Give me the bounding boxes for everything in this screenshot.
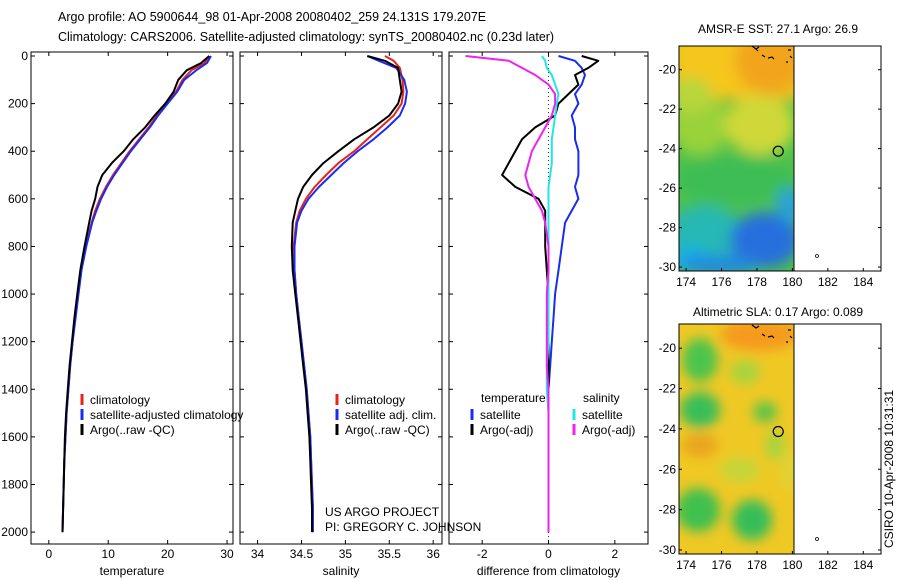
sla-map-ytick-label: -30 (659, 543, 677, 557)
sst-map-frame (678, 45, 882, 272)
sst-map-ytick-label: -22 (659, 102, 677, 116)
footer-timestamp: CSIRO 10-Apr-2008 10:31:31 (882, 390, 896, 548)
salinity-legend-label: climatology (345, 393, 405, 407)
depth-tick-label: 600 (8, 192, 28, 206)
depth-tick-label: 1200 (1, 335, 28, 349)
header-line-1: Argo profile: AO 5900644_98 01-Apr-2008 … (58, 10, 486, 24)
diff-legend-title-temperature: temperature (481, 391, 546, 405)
axes-layer: 0 10 20 30020040060080010001200140016001800… (1, 49, 881, 578)
depth-tick-label: 200 (8, 97, 28, 111)
salinity-series-satellite (293, 55, 408, 533)
salinity-xlabel: salinity (323, 564, 360, 578)
depth-tick-label: 0 (21, 49, 28, 63)
header-line-2: Climatology: CARS2006. Satellite-adjuste… (58, 30, 554, 44)
pi-label: PI: GREGORY C. JOHNSON (325, 520, 481, 534)
diff-legend-title-salinity: salinity (583, 391, 620, 405)
sst-map-ytick-label: -24 (659, 142, 677, 156)
depth-tick-label: 1600 (1, 430, 28, 444)
sst-map-field (679, 46, 794, 271)
diff-legend-label: Argo(-adj) (582, 423, 635, 437)
salinity-xtick-label: 35.5 (378, 547, 402, 561)
sla-map-ytick-label: -28 (659, 503, 677, 517)
sla-map-xtick-label: 178 (747, 558, 767, 572)
sst-map-xtick-label: 182 (818, 275, 838, 289)
sla-map-ytick-label: -24 (659, 422, 677, 436)
sst-map-xtick-label: 178 (747, 275, 767, 289)
sla-map-ytick-label: -22 (659, 382, 677, 396)
salinity-legend-label: Argo(..raw -QC) (345, 423, 430, 437)
temperature-panel (30, 51, 234, 545)
temperature-xtick-label: 0 (45, 547, 52, 561)
depth-tick-label: 1800 (1, 477, 28, 491)
sla-map-xtick-label: 184 (853, 558, 873, 572)
salinity-xtick-label: 35 (339, 547, 353, 561)
temperature-series-climatology (61, 55, 211, 533)
temperature-legend-label: Argo(..raw -QC) (90, 423, 175, 437)
sst-map-title: AMSR-E SST: 27.1 Argo: 26.9 (698, 22, 858, 36)
difference-xtick-label: -2 (477, 547, 488, 561)
sla-map-frame (678, 323, 882, 555)
sla-map-xtick-label: 182 (818, 558, 838, 572)
diff-legend-label: Argo(-adj) (480, 423, 533, 437)
sst-map-xtick-label: 174 (676, 275, 696, 289)
diff-legend-label: satellite (582, 408, 623, 422)
sla-map-xtick-label: 176 (712, 558, 732, 572)
sla-map-field (679, 324, 794, 554)
temperature-series-argo (61, 55, 210, 533)
sst-map-ytick-label: -26 (659, 181, 677, 195)
difference-xtick-label: 0 (545, 547, 552, 561)
temperature-xtick-label: 10 (102, 547, 116, 561)
sla-map-ytick-label: -26 (659, 462, 677, 476)
depth-tick-label: 2000 (1, 525, 28, 539)
difference-series-salinity-argo (465, 55, 557, 533)
depth-tick-label: 800 (8, 239, 28, 253)
sst-map-xtick-label: 180 (782, 275, 802, 289)
map-markers (772, 145, 784, 438)
salinity-xtick-label: 34 (251, 547, 265, 561)
sst-map-ytick-label: -30 (659, 260, 677, 274)
temperature-legend-label: satellite-adjusted climatology (90, 408, 243, 422)
difference-series-argo (501, 55, 600, 533)
depth-tick-label: 1000 (1, 287, 28, 301)
difference-xtick-label: 2 (611, 547, 618, 561)
temperature-xtick-label: 30 (220, 547, 234, 561)
salinity-series-argo (290, 55, 403, 533)
salinity-panel (239, 51, 443, 545)
sst-map-argo-position-marker (772, 145, 784, 157)
temperature-xlabel: temperature (100, 564, 165, 578)
sla-map-title: Altimetric SLA: 0.17 Argo: 0.089 (693, 305, 863, 319)
diff-legend-label: satellite (480, 408, 521, 422)
temperature-series-satellite (61, 55, 212, 533)
sst-map-xtick-label: 184 (853, 275, 873, 289)
sla-map-xtick-label: 174 (676, 558, 696, 572)
depth-tick-label: 1400 (1, 382, 28, 396)
temperature-legend-label: climatology (90, 393, 150, 407)
depth-tick-label: 400 (8, 144, 28, 158)
sla-map-ytick-label: -20 (659, 341, 677, 355)
sst-map-ytick-label: -20 (659, 63, 677, 77)
difference-xlabel: difference from climatology (477, 564, 620, 578)
temperature-xtick-label: 20 (161, 547, 175, 561)
series-layer (61, 55, 600, 533)
salinity-xtick-label: 34.5 (290, 547, 314, 561)
sla-map-argo-position-marker (772, 425, 784, 438)
sla-map (679, 324, 819, 554)
sla-map-xtick-label: 180 (782, 558, 802, 572)
salinity-legend-label: satellite adj. clim. (345, 408, 436, 422)
project-label: US ARGO PROJECT (325, 505, 440, 519)
sst-map-ytick-label: -28 (659, 221, 677, 235)
salinity-xtick-label: 36 (427, 547, 441, 561)
sst-map (679, 45, 819, 271)
sst-map-xtick-label: 176 (712, 275, 732, 289)
